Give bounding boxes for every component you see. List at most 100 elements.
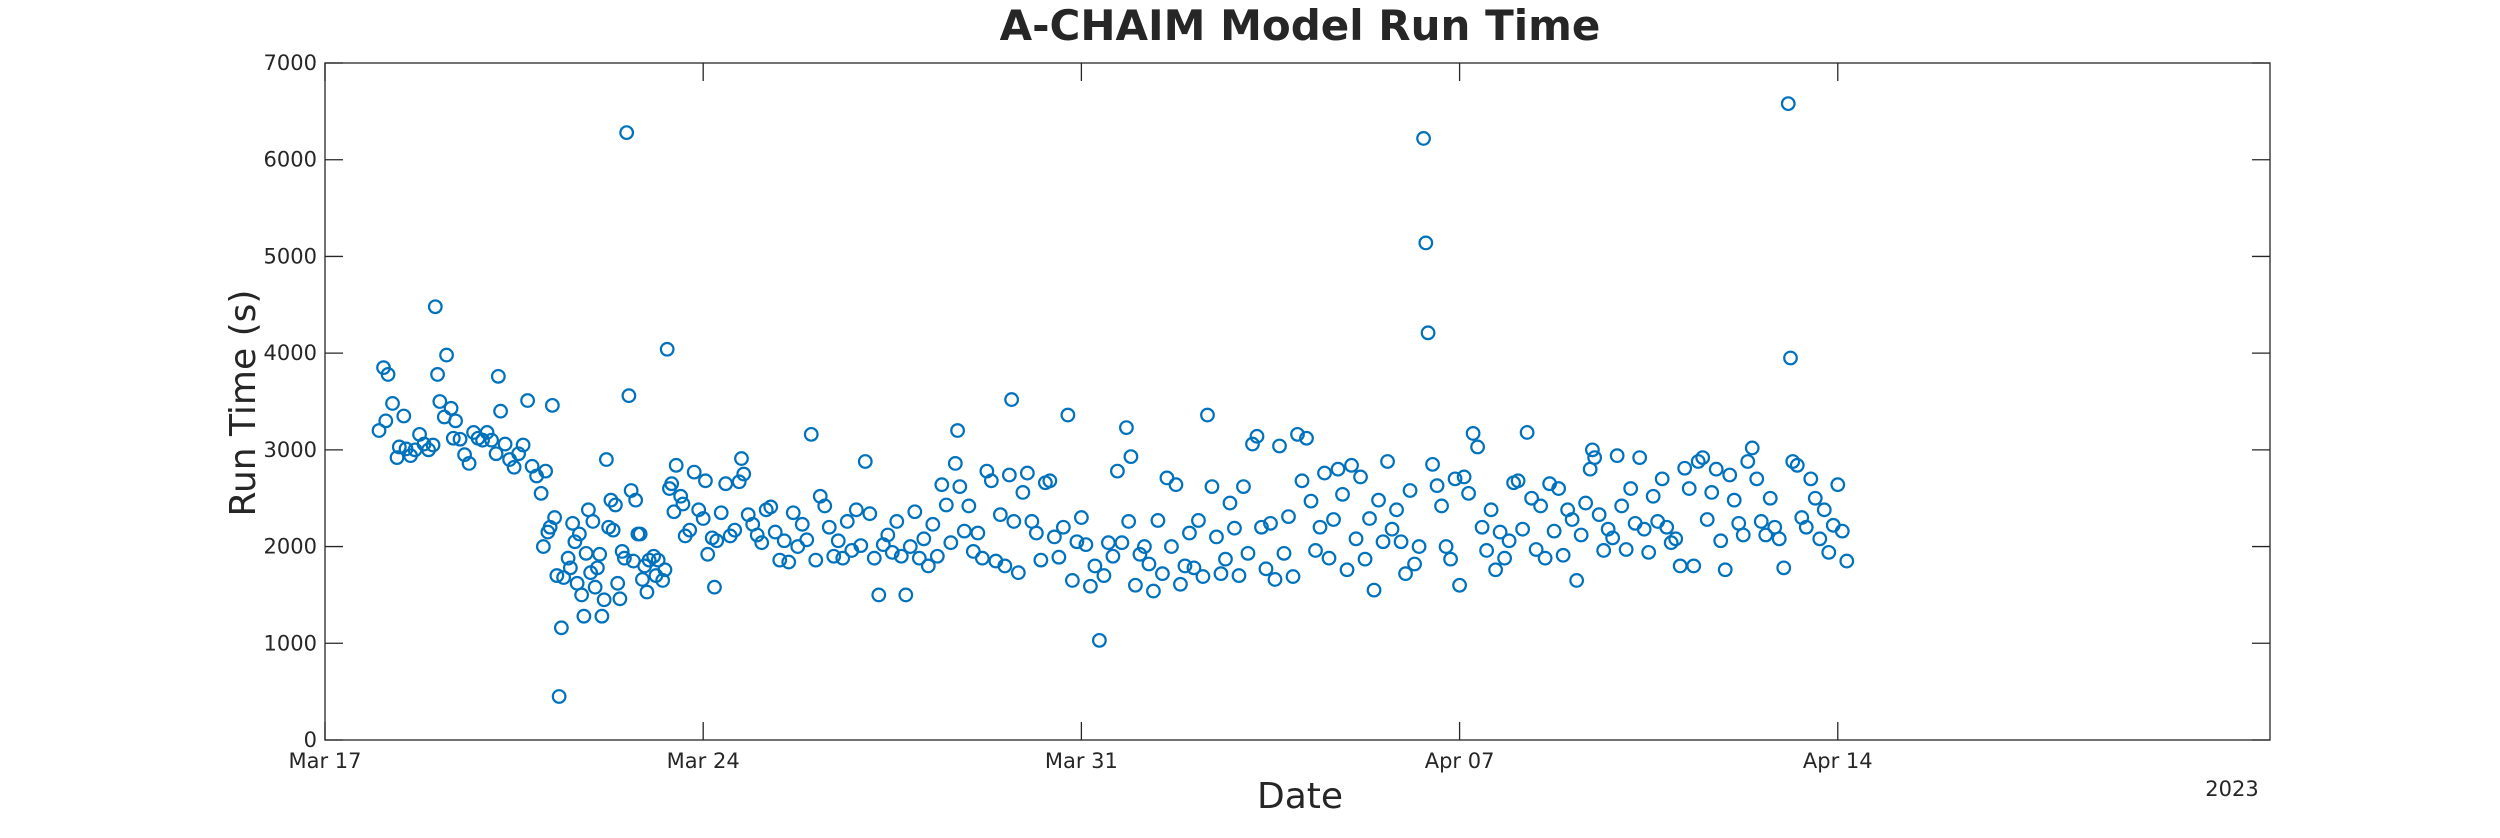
data-point (934, 477, 950, 493)
data-point (1483, 502, 1499, 518)
data-point (1240, 545, 1256, 561)
data-point (871, 587, 887, 603)
data-point (925, 516, 941, 532)
data-point (731, 474, 747, 490)
data-point (1330, 461, 1346, 477)
data-point (1105, 548, 1121, 564)
data-point (1798, 519, 1814, 535)
data-point (1357, 551, 1373, 567)
data-point (673, 488, 689, 504)
data-point (898, 587, 914, 603)
data-point (698, 473, 713, 489)
data-point (535, 539, 551, 554)
data-point (767, 524, 783, 540)
data-point (607, 497, 623, 513)
data-point (1326, 512, 1341, 527)
data-point (862, 506, 878, 522)
data-point (1285, 569, 1301, 584)
data-point (1564, 512, 1580, 527)
data-point (396, 408, 412, 424)
data-point (1654, 471, 1670, 487)
data-point (1245, 436, 1260, 452)
data-point (1830, 477, 1846, 493)
data-point (754, 535, 770, 551)
data-point (1641, 544, 1657, 560)
data-point (1091, 632, 1107, 648)
data-point (1699, 512, 1715, 527)
data-point (515, 437, 531, 453)
data-point (1416, 131, 1431, 146)
data-point (1726, 492, 1742, 508)
data-point (614, 544, 630, 559)
data-point (544, 397, 560, 413)
data-point (1236, 479, 1251, 495)
data-point (621, 388, 637, 404)
data-point (1227, 520, 1242, 536)
data-point (1204, 479, 1220, 495)
data-point (691, 502, 707, 518)
data-point (1614, 498, 1630, 514)
data-point (1137, 539, 1152, 554)
data-point (1267, 572, 1283, 587)
data-point (1447, 471, 1463, 487)
data-point (562, 560, 578, 576)
data-point (781, 554, 797, 570)
data-point (839, 514, 855, 529)
data-point (1209, 529, 1224, 545)
data-point (866, 550, 882, 566)
data-point (808, 552, 824, 568)
data-point (983, 473, 999, 489)
data-point (589, 560, 605, 576)
data-point (427, 299, 443, 315)
data-point (1033, 552, 1049, 568)
data-point (1479, 543, 1494, 558)
data-point (857, 454, 873, 469)
data-point (1164, 539, 1179, 554)
data-point (443, 400, 459, 416)
data-point (1812, 531, 1828, 547)
data-point (1398, 566, 1413, 582)
data-point (1551, 481, 1567, 496)
data-point (641, 552, 657, 568)
data-point (484, 432, 499, 448)
data-point (668, 457, 684, 473)
data-point (1418, 235, 1434, 251)
data-point (448, 413, 463, 429)
data-point (1004, 392, 1020, 407)
data-point (432, 394, 448, 409)
data-point (1191, 513, 1206, 528)
data-point (1677, 460, 1693, 476)
data-point (1497, 550, 1513, 566)
data-point (1456, 469, 1472, 485)
data-point (1783, 350, 1798, 366)
data-point (1321, 550, 1337, 566)
data-point (445, 430, 461, 446)
data-point (889, 514, 905, 529)
data-point (1055, 519, 1071, 535)
data-point (997, 558, 1013, 574)
data-point (1573, 527, 1589, 543)
data-point (1708, 461, 1724, 477)
data-point (907, 504, 923, 520)
axes: 0 1000 2000 3000 4000 5000 6000 7000 Mar 17 Mar 2… (264, 51, 2271, 773)
data-point (1686, 558, 1702, 574)
data-point (1789, 457, 1805, 473)
data-point (378, 413, 394, 429)
data-point (1380, 454, 1395, 469)
data-point (1006, 514, 1022, 529)
data-point (646, 548, 662, 564)
data-point (1082, 578, 1098, 594)
data-point (1317, 465, 1332, 481)
data-point (1299, 430, 1314, 446)
data-point (686, 464, 702, 480)
data-point (1222, 495, 1238, 511)
data-point (974, 550, 990, 566)
data-point (1303, 493, 1319, 509)
data-point (776, 533, 792, 549)
data-point (556, 570, 572, 585)
data-point (1668, 531, 1684, 547)
data-point (826, 548, 842, 564)
x-tick-label: Mar 31 (1045, 749, 1118, 773)
x-tick-label: Apr 07 (1425, 749, 1495, 773)
data-point (439, 347, 454, 363)
